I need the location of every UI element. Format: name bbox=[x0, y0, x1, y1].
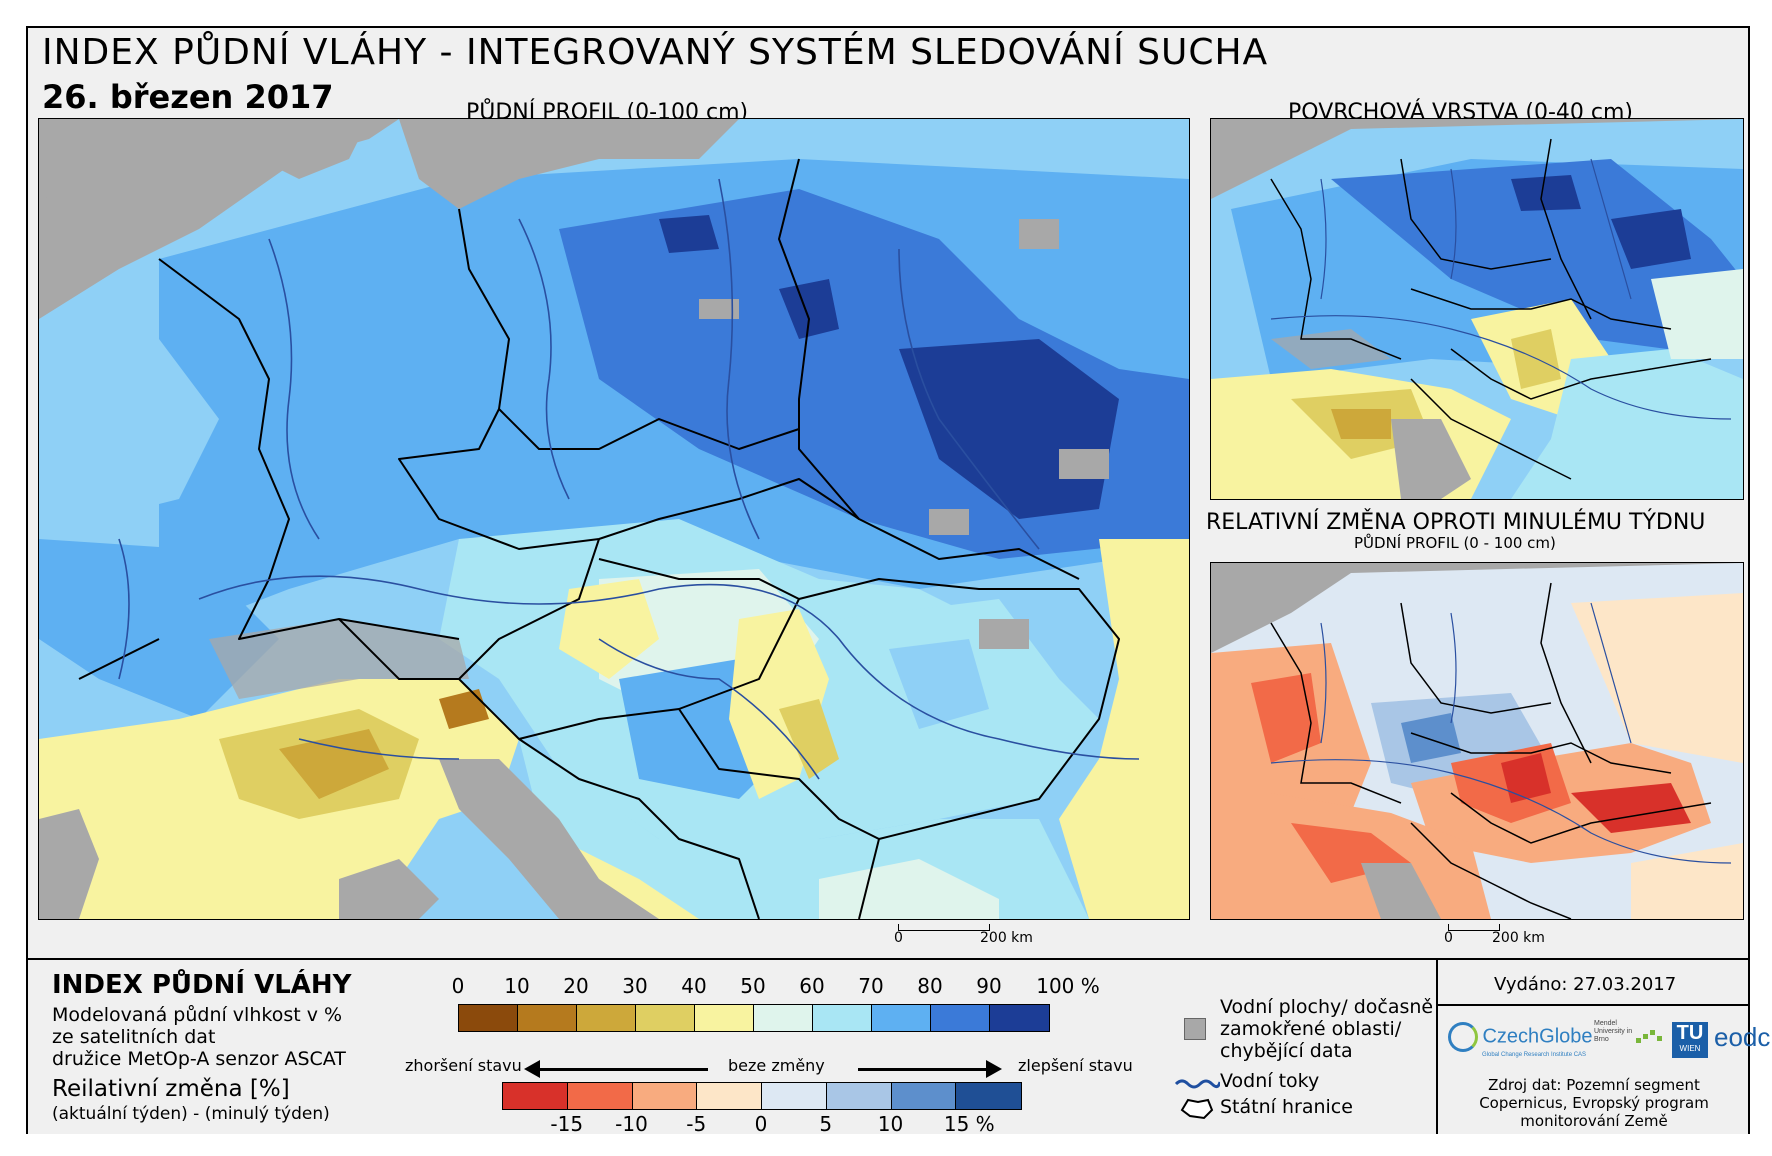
issued-date: Vydáno: 27.03.2017 bbox=[1494, 974, 1677, 995]
change-tick-label: 10 bbox=[877, 1112, 904, 1136]
water-label-3: chybějící data bbox=[1220, 1040, 1353, 1062]
date-label: 26. březen 2017 bbox=[42, 78, 334, 116]
moisture-swatch bbox=[990, 1005, 1049, 1031]
moisture-tick-label: 40 bbox=[681, 974, 707, 998]
moisture-swatch bbox=[754, 1005, 813, 1031]
page-title: INDEX PŮDNÍ VLÁHY - INTEGROVANÝ SYSTÉM S… bbox=[42, 32, 1269, 73]
moisture-swatch bbox=[931, 1005, 990, 1031]
legend-desc-2: ze satelitních dat bbox=[52, 1026, 216, 1048]
czechglobe-logo: CzechGlobe Global Change Research Instit… bbox=[1448, 1022, 1593, 1058]
better-label: zlepšení stavu bbox=[1018, 1056, 1133, 1075]
moisture-tick-label: 0 bbox=[451, 974, 465, 998]
change-tick-label: 5 bbox=[819, 1112, 833, 1136]
mendel-dots-icon bbox=[1636, 1030, 1666, 1044]
river-symbol-icon bbox=[1174, 1079, 1220, 1089]
main-soil-moisture-map[interactable] bbox=[38, 118, 1190, 920]
eodc-logo: eodc bbox=[1714, 1022, 1771, 1052]
surface-layer-map[interactable] bbox=[1210, 118, 1744, 500]
moisture-swatch bbox=[518, 1005, 577, 1031]
map-frame: INDEX PŮDNÍ VLÁHY - INTEGROVANÝ SYSTÉM S… bbox=[26, 26, 1770, 1136]
borders-label: Státní hranice bbox=[1220, 1096, 1353, 1118]
water-bodies-swatch bbox=[1184, 1018, 1206, 1040]
moisture-swatch bbox=[695, 1005, 754, 1031]
moisture-tick-label: 90 bbox=[976, 974, 1002, 998]
better-arrow bbox=[858, 1068, 988, 1071]
moisture-swatch bbox=[577, 1005, 636, 1031]
moisture-tick-label: 50 bbox=[740, 974, 766, 998]
moisture-tick-label: 70 bbox=[858, 974, 884, 998]
side-scalebar: 0 200 km bbox=[1444, 924, 1558, 946]
better-arrowhead-icon bbox=[986, 1060, 1002, 1078]
moisture-tick-label: 30 bbox=[622, 974, 648, 998]
change-panel-subtitle: PŮDNÍ PROFIL (0 - 100 cm) bbox=[1354, 534, 1556, 552]
moisture-swatch bbox=[636, 1005, 695, 1031]
mendel-logo: Mendel University in Brno bbox=[1594, 1020, 1633, 1043]
change-panel-title: RELATIVNÍ ZMĚNA OPROTI MINULÉMU TÝDNU bbox=[1206, 510, 1706, 535]
moisture-tick-label: 20 bbox=[563, 974, 589, 998]
change-tick-label: 15 % bbox=[943, 1112, 995, 1136]
border-symbol-icon bbox=[1180, 1098, 1214, 1120]
change-tick-label: -5 bbox=[686, 1112, 707, 1136]
main-scalebar: 0 200 km bbox=[894, 924, 1058, 946]
water-label-1: Vodní plochy/ dočasně bbox=[1220, 996, 1434, 1018]
legend-relative-subtitle: (aktuální týden) - (minulý týden) bbox=[52, 1104, 330, 1124]
worse-arrow bbox=[538, 1068, 708, 1071]
moisture-swatch bbox=[813, 1005, 872, 1031]
change-swatch bbox=[567, 1083, 633, 1109]
scalebar-zero: 0 bbox=[894, 930, 903, 946]
change-swatch bbox=[762, 1083, 827, 1109]
legend-desc-3: družice MetOp-A senzor ASCAT bbox=[52, 1048, 346, 1070]
scalebar-max: 200 km bbox=[980, 930, 1033, 946]
relative-change-map[interactable] bbox=[1210, 562, 1744, 920]
issued-divider bbox=[1438, 1004, 1748, 1006]
change-swatch bbox=[891, 1083, 957, 1109]
legend-panel: INDEX PŮDNÍ VLÁHY Modelovaná půdní vlhko… bbox=[28, 958, 1770, 1136]
moisture-swatch bbox=[872, 1005, 931, 1031]
scalebar-zero-side: 0 bbox=[1444, 930, 1453, 946]
scalebar-max-side: 200 km bbox=[1492, 930, 1545, 946]
moisture-tick-label: 10 bbox=[504, 974, 530, 998]
nochange-label: beze změny bbox=[728, 1056, 825, 1075]
moisture-color-ramp bbox=[458, 1004, 1050, 1032]
worse-label: zhoršení stavu bbox=[405, 1056, 522, 1075]
change-swatch bbox=[697, 1083, 762, 1109]
change-swatch bbox=[632, 1083, 698, 1109]
legend-desc-1: Modelovaná půdní vlhkost v % bbox=[52, 1004, 343, 1026]
legend-divider bbox=[1436, 960, 1438, 1134]
legend-relative-title: Reilativní změna [%] bbox=[52, 1076, 290, 1102]
moisture-swatch bbox=[459, 1005, 518, 1031]
moisture-tick-label: 100 % bbox=[1036, 974, 1100, 998]
czechglobe-icon bbox=[1448, 1022, 1478, 1052]
water-label-2: zamokřené oblasti/ bbox=[1220, 1018, 1402, 1040]
data-source: Zdroj dat: Pozemní segment Copernicus, E… bbox=[1479, 1076, 1709, 1130]
change-color-ramp bbox=[502, 1082, 1022, 1110]
change-swatch bbox=[956, 1083, 1021, 1109]
rivers-label: Vodní toky bbox=[1220, 1070, 1320, 1092]
legend-title: INDEX PŮDNÍ VLÁHY bbox=[52, 970, 352, 1000]
tu-wien-logo: TU WIEN bbox=[1672, 1022, 1708, 1058]
moisture-tick-label: 80 bbox=[917, 974, 943, 998]
change-swatch bbox=[503, 1083, 568, 1109]
change-swatch bbox=[826, 1083, 892, 1109]
change-tick-label: 0 bbox=[754, 1112, 768, 1136]
change-tick-label: -10 bbox=[615, 1112, 648, 1136]
worse-arrowhead-icon bbox=[524, 1060, 540, 1078]
moisture-tick-label: 60 bbox=[799, 974, 825, 998]
change-tick-label: -15 bbox=[550, 1112, 584, 1136]
